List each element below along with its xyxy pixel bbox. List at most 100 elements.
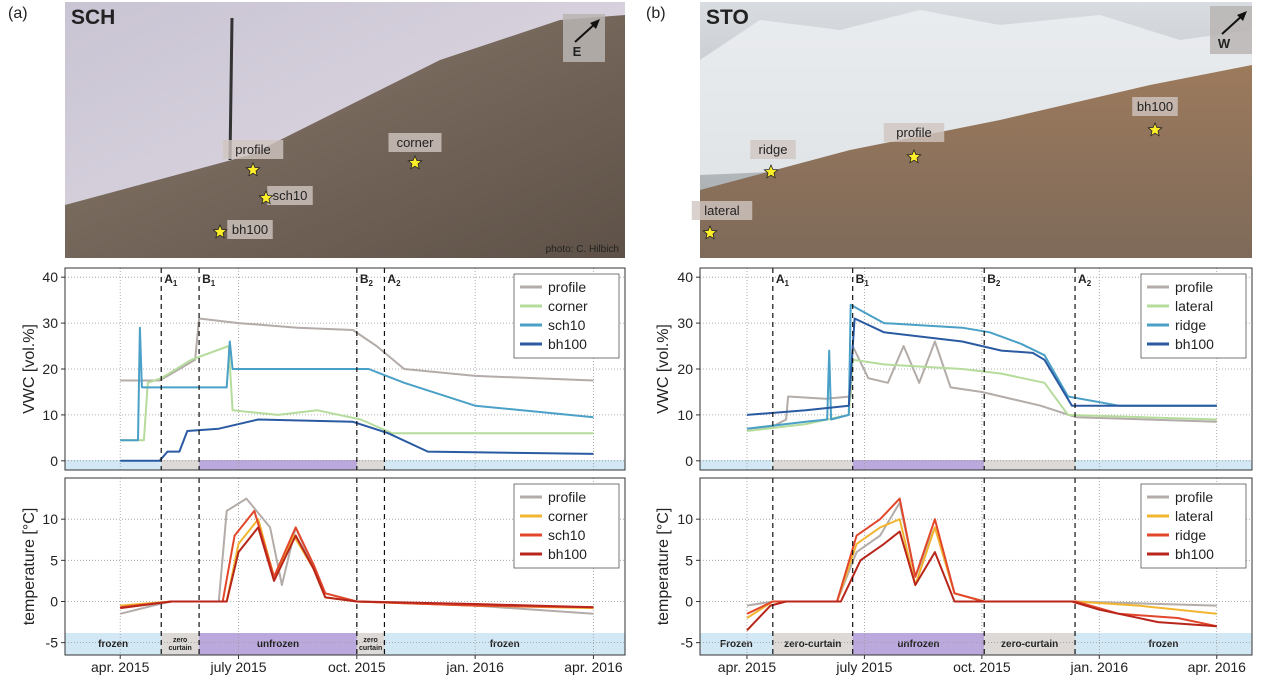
x-tick-label: oct. 2015 [953,659,1011,675]
series-line [120,418,594,462]
event-label: A1 [164,272,178,288]
marker-star [407,154,423,170]
photo-slope [700,65,1252,258]
x-tick-label: apr. 2015 [91,659,150,675]
marker-star [763,163,779,179]
legend-label: corner [548,298,588,314]
photo-credit: photo: C. Hilbich [546,244,619,255]
y-tick-label: 0 [685,593,693,609]
phase-band [852,633,985,655]
marker-star [258,189,274,205]
phase-band [384,460,625,470]
series-line [120,526,594,610]
marker-label: corner [397,135,435,150]
phase-band [199,460,357,470]
event-label-sub: 1 [784,279,789,288]
event-label: B2 [987,272,1001,288]
y-axis-label: VWC [vol.%] [21,324,38,414]
event-label-sub: 2 [1087,279,1092,288]
y-tick-label: 0 [50,453,58,469]
marker-label: profile [896,125,931,140]
event-label-letter: B [856,272,865,286]
marker-label-box [267,186,313,205]
photo-title: SCH [71,6,115,29]
series-line [120,317,594,382]
photo-mast [228,17,234,161]
x-tick-label: jan. 2016 [1070,659,1129,675]
photo-slope [65,15,625,258]
direction-arrowhead [1237,11,1247,21]
phase-band [700,633,773,655]
plot-frame [64,477,626,656]
marker-star [702,224,718,240]
series-line [746,317,1217,416]
x-tick-label: jan. 2016 [445,659,504,675]
y-tick-label: 0 [50,593,58,609]
marker-label-box [750,140,796,159]
y-axis-label: VWC [vol.%] [655,324,672,414]
y-tick-label: 30 [42,315,58,331]
photo-title: STO [706,6,749,29]
phase-label: zero curtain [168,637,191,652]
event-label-letter: B [202,272,211,286]
phase-band [984,460,1076,470]
legend-label: bh100 [548,546,587,562]
phase-band [384,633,625,655]
y-axis-label: temperature [°C] [21,508,38,626]
phase-label: unfrozen [257,639,299,650]
phase-band [1075,460,1252,470]
legend-label: profile [1175,279,1213,295]
y-axis-label: temperature [°C] [655,508,672,626]
marker-star [245,161,261,177]
marker-label: ridge [759,142,788,157]
y-tick-label: 5 [685,552,693,568]
y-tick-label: -5 [46,635,59,651]
series-line [746,530,1217,631]
legend-label: ridge [1175,317,1206,333]
phase-label: zero curtain [359,637,382,652]
phase-band [356,460,385,470]
event-label-letter: A [1078,272,1087,286]
event-label-sub: 1 [211,279,216,288]
event-label-letter: B [360,272,369,286]
marker-label: bh100 [232,222,268,237]
y-tick-label: 20 [677,361,693,377]
phase-label: unfrozen [897,639,939,650]
y-tick-label: 0 [685,453,693,469]
event-label: A2 [1078,272,1092,288]
event-label: A1 [776,272,790,288]
event-label-sub: 2 [996,279,1001,288]
legend-label: lateral [1175,298,1213,314]
legend-label: bh100 [1175,546,1214,562]
x-tick-label: apr. 2016 [564,659,623,675]
y-tick-label: 20 [42,361,58,377]
y-tick-label: 10 [677,407,693,423]
y-tick-label: 30 [677,315,693,331]
event-label-sub: 2 [369,279,374,288]
plot-frame [699,267,1253,471]
event-label: B2 [360,272,374,288]
legend-label: ridge [1175,527,1206,543]
phase-label: frozen [98,639,128,650]
y-tick-label: 40 [42,269,58,285]
y-tick-label: 10 [42,511,58,527]
x-tick-label: apr. 2016 [1188,659,1247,675]
marker-star [212,223,228,239]
direction-arrowhead [590,19,600,29]
event-label: B1 [202,272,216,288]
event-label-sub: 2 [396,279,401,288]
phase-band [984,633,1076,655]
phase-label: zero-curtain [1001,639,1058,650]
y-tick-label: 10 [677,511,693,527]
event-label-sub: 1 [864,279,869,288]
legend-label: sch10 [548,317,586,333]
y-tick-label: -5 [681,635,694,651]
phase-band [772,633,853,655]
phase-label: frozen [1149,639,1179,650]
event-label-letter: A [387,272,396,286]
marker-label-box [1132,97,1178,116]
event-label: A2 [387,272,401,288]
phase-band [65,633,162,655]
event-label-sub: 1 [173,279,178,288]
panel-label: (a) [8,5,28,22]
